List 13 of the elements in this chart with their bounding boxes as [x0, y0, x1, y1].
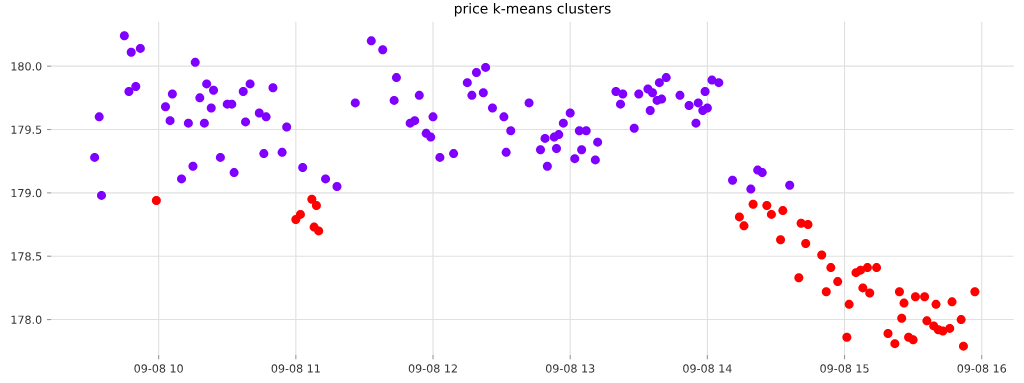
x-tick-label: 09-08 16 — [957, 364, 1007, 373]
x-tick-label: 09-08 14 — [683, 364, 732, 373]
y-tick-label: 178.0 — [11, 315, 42, 324]
y-tick-label: 180.0 — [11, 62, 42, 71]
x-tick-label: 09-08 10 — [134, 364, 183, 373]
y-tick-label: 179.0 — [11, 188, 42, 198]
x-tick-label: 09-08 12 — [408, 364, 457, 373]
x-tick-label: 09-08 11 — [271, 364, 320, 373]
x-tick-label: 09-08 13 — [545, 364, 595, 373]
y-tick-label: 178.5 — [11, 252, 42, 261]
x-tick-label: 09-08 15 — [820, 364, 869, 373]
y-tick-label: 179.5 — [11, 125, 42, 134]
chart-title: price k-means clusters — [454, 2, 611, 17]
